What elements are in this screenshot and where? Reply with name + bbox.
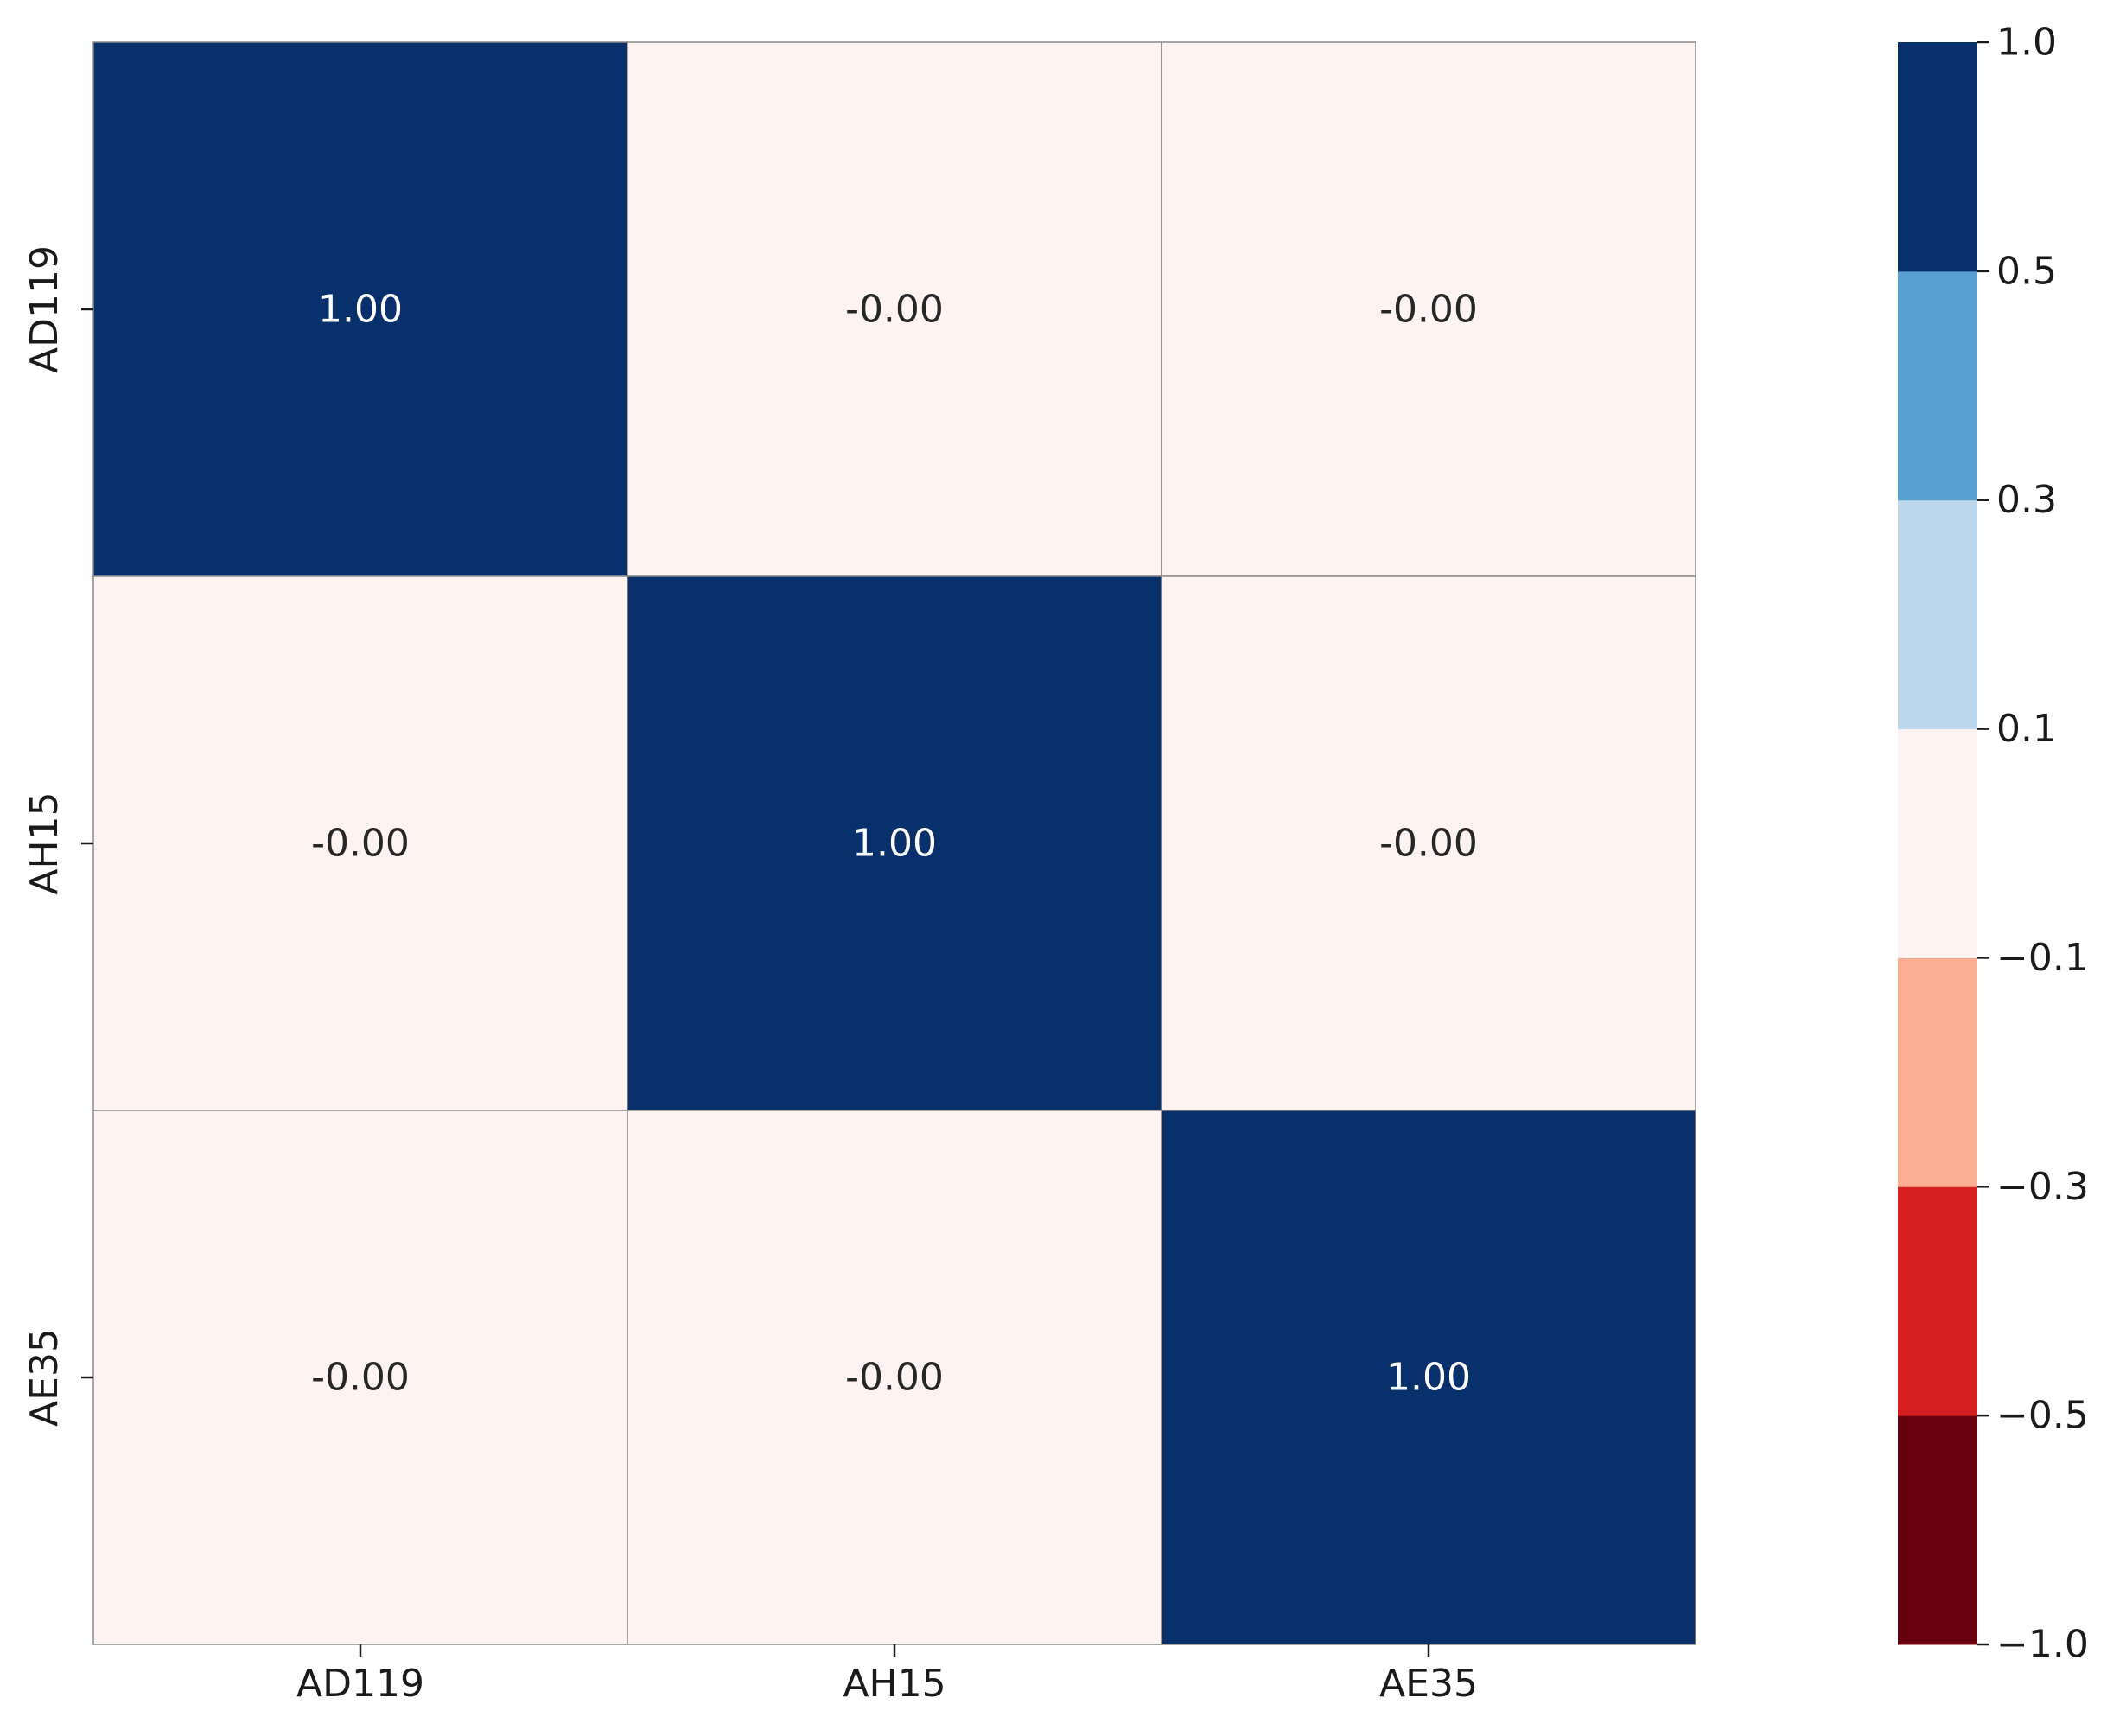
cell-value-label-0-2: -0.00 [1379, 288, 1478, 332]
colorbar-tick-label-7: 1.0 [1996, 21, 2057, 65]
colorbar-segment-2 [1898, 957, 1977, 1187]
cell-value-label-0-1: -0.00 [845, 288, 944, 332]
cell-value-label-0-0: 1.00 [318, 288, 403, 332]
colorbar-tick-label-4: 0.1 [1996, 707, 2057, 751]
colorbar-tick-label-1: −0.5 [1996, 1394, 2089, 1438]
heatmap-cell-1-1 [627, 575, 1162, 1111]
colorbar-tick-label-3: −0.1 [1996, 936, 2089, 980]
x-tick-label-2: AE35 [1379, 1662, 1478, 1706]
cell-value-label-2-0: -0.00 [311, 1356, 410, 1400]
heatmap-cell-0-1 [627, 41, 1162, 577]
cell-value-label-2-2: 1.00 [1386, 1356, 1471, 1400]
cell-value-label-1-1: 1.00 [852, 822, 937, 866]
colorbar-tick-label-5: 0.3 [1996, 478, 2057, 522]
colorbar-segment-1 [1898, 1186, 1977, 1416]
heatmap-cell-1-0 [92, 575, 628, 1111]
x-tick-label-1: AH15 [843, 1662, 945, 1706]
colorbar-tick-label-2: −0.3 [1996, 1165, 2089, 1209]
heatmap-cell-2-0 [92, 1110, 628, 1645]
colorbar-segment-0 [1898, 1415, 1977, 1645]
colorbar-tick-label-6: 0.5 [1996, 249, 2057, 293]
y-tick-label-0: AD119 [22, 245, 67, 373]
colorbar-segment-5 [1898, 270, 1977, 501]
cell-value-label-1-0: -0.00 [311, 822, 410, 866]
colorbar-segment-3 [1898, 728, 1977, 958]
heatmap-cell-1-2 [1161, 575, 1696, 1111]
colorbar-segment-6 [1898, 42, 1977, 272]
y-tick-label-2: AE35 [22, 1328, 67, 1427]
colorbar-tick-label-0: −1.0 [1996, 1623, 2089, 1667]
heatmap-cell-0-2 [1161, 41, 1696, 577]
cell-value-label-2-1: -0.00 [845, 1356, 944, 1400]
colorbar-segment-4 [1898, 499, 1977, 730]
y-tick-label-1: AH15 [22, 792, 67, 894]
heatmap-cell-0-0 [92, 41, 628, 577]
cell-value-label-1-2: -0.00 [1379, 822, 1478, 866]
heatmap-cell-2-1 [627, 1110, 1162, 1645]
x-tick-label-0: AD119 [296, 1662, 424, 1706]
